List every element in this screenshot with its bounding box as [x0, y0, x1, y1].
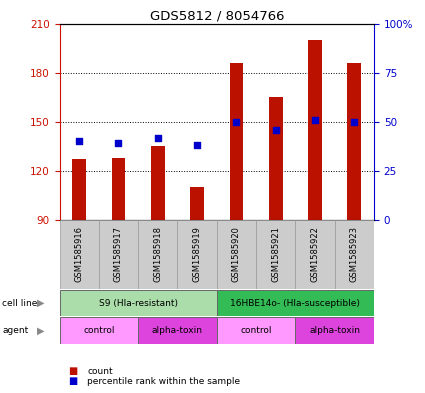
Text: GSM1585923: GSM1585923 — [350, 226, 359, 283]
Text: control: control — [240, 326, 272, 335]
Bar — [256, 220, 295, 289]
Text: alpha-toxin: alpha-toxin — [152, 326, 203, 335]
Bar — [138, 220, 178, 289]
Point — [312, 117, 318, 123]
Bar — [99, 220, 138, 289]
Bar — [335, 220, 374, 289]
Text: GSM1585921: GSM1585921 — [271, 226, 280, 283]
Text: alpha-toxin: alpha-toxin — [309, 326, 360, 335]
Text: control: control — [83, 326, 115, 335]
Bar — [217, 220, 256, 289]
Point — [194, 142, 201, 149]
Bar — [60, 317, 138, 344]
Text: GSM1585918: GSM1585918 — [153, 226, 162, 283]
Text: GSM1585919: GSM1585919 — [193, 226, 201, 283]
Point — [233, 119, 240, 125]
Bar — [217, 290, 374, 316]
Bar — [295, 220, 335, 289]
Point — [154, 134, 161, 141]
Text: agent: agent — [2, 326, 28, 335]
Point — [272, 127, 279, 133]
Bar — [151, 147, 164, 220]
Text: GSM1585920: GSM1585920 — [232, 226, 241, 283]
Bar — [138, 317, 217, 344]
Bar — [269, 97, 283, 220]
Bar — [60, 220, 99, 289]
Text: percentile rank within the sample: percentile rank within the sample — [87, 377, 240, 386]
Bar — [190, 187, 204, 220]
Text: 16HBE14o- (Hla-susceptible): 16HBE14o- (Hla-susceptible) — [230, 299, 360, 307]
Bar — [112, 158, 125, 220]
Bar — [295, 317, 374, 344]
Text: ▶: ▶ — [37, 298, 45, 308]
Bar — [60, 290, 217, 316]
Bar — [178, 220, 217, 289]
Point — [351, 119, 358, 125]
Text: ▶: ▶ — [37, 325, 45, 336]
Bar — [217, 317, 295, 344]
Bar — [348, 63, 361, 220]
Title: GDS5812 / 8054766: GDS5812 / 8054766 — [150, 9, 284, 22]
Text: GSM1585917: GSM1585917 — [114, 226, 123, 283]
Point — [115, 140, 122, 147]
Bar — [230, 63, 243, 220]
Text: GSM1585916: GSM1585916 — [75, 226, 84, 283]
Text: cell line: cell line — [2, 299, 37, 307]
Bar — [308, 40, 322, 220]
Text: count: count — [87, 367, 113, 376]
Text: S9 (Hla-resistant): S9 (Hla-resistant) — [99, 299, 178, 307]
Point — [76, 138, 82, 145]
Bar — [72, 160, 86, 220]
Text: ■: ■ — [68, 376, 77, 386]
Text: ■: ■ — [68, 366, 77, 376]
Text: GSM1585922: GSM1585922 — [311, 226, 320, 283]
